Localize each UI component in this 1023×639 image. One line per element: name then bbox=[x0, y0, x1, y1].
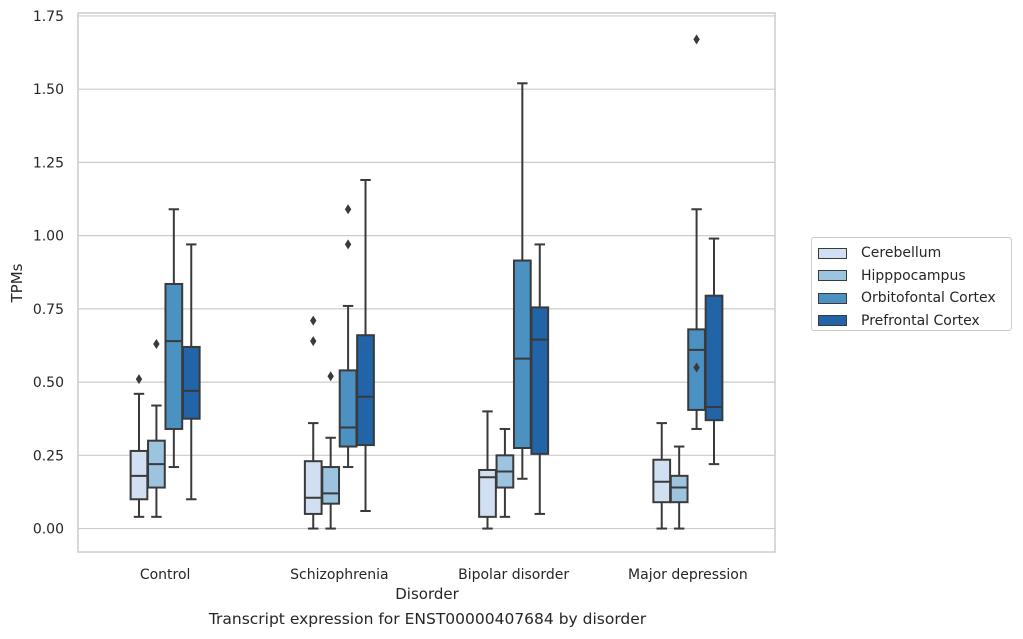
legend-label: Orbitofontal Cortex bbox=[861, 290, 996, 307]
legend-item: Prefrontal Cortex bbox=[818, 310, 1011, 333]
box-iqr bbox=[303, 460, 323, 515]
box-cerebellum-1 bbox=[303, 315, 323, 530]
legend-item: Orbitofontal Cortex bbox=[818, 287, 1011, 310]
legend-item: Hipppocampus bbox=[818, 265, 1011, 288]
box-orbitofontal-cortex-2 bbox=[512, 82, 532, 480]
outlier-marker bbox=[310, 315, 317, 326]
outlier-marker bbox=[344, 204, 352, 215]
box-iqr bbox=[356, 334, 375, 447]
legend-label: Prefrontal Cortex bbox=[861, 312, 980, 329]
legend-swatch bbox=[818, 247, 847, 259]
x-axis-title: Disorder bbox=[395, 585, 459, 603]
box-iqr bbox=[669, 474, 689, 504]
y-tick-label: 0.50 bbox=[33, 375, 64, 391]
box-iqr bbox=[164, 282, 184, 430]
x-tick-label: Bipolar disorder bbox=[458, 567, 569, 583]
box-cerebellum-3 bbox=[652, 422, 672, 530]
box-hipppocampus-1 bbox=[321, 371, 341, 530]
box-iqr bbox=[704, 294, 724, 422]
outlier-marker bbox=[153, 339, 160, 350]
y-tick-label: 1.00 bbox=[33, 229, 64, 245]
box-orbitofontal-cortex-0 bbox=[164, 208, 184, 469]
box-iqr bbox=[478, 468, 497, 518]
box-prefrontal-cortex-3 bbox=[704, 237, 724, 466]
plot-frame bbox=[77, 12, 776, 553]
box-iqr bbox=[530, 306, 550, 455]
legend: Cerebellum Hipppocampus Orbitofontal Corte… bbox=[811, 237, 1012, 331]
box-prefrontal-cortex-0 bbox=[181, 243, 201, 501]
box-cerebellum-0 bbox=[129, 374, 149, 518]
box-hipppocampus-0 bbox=[147, 339, 166, 518]
outlier-marker bbox=[327, 371, 334, 382]
outlier-marker bbox=[135, 374, 143, 385]
box-orbitofontal-cortex-3 bbox=[687, 34, 706, 430]
box-iqr bbox=[181, 345, 201, 420]
box-iqr bbox=[512, 259, 532, 450]
outlier-marker bbox=[310, 336, 317, 347]
legend-item: Cerebellum bbox=[818, 242, 1011, 265]
y-tick-label: 0.75 bbox=[33, 302, 64, 318]
box-iqr bbox=[338, 369, 358, 448]
outlier-marker bbox=[693, 34, 700, 45]
outlier-marker bbox=[344, 239, 352, 250]
legend-label: Cerebellum bbox=[861, 245, 942, 262]
box-iqr bbox=[321, 466, 341, 505]
chart-caption: Transcript expression for ENST0000040768… bbox=[208, 610, 647, 628]
box-hipppocampus-3 bbox=[669, 445, 689, 530]
box-hipppocampus-2 bbox=[495, 427, 515, 518]
plot-area-border bbox=[77, 12, 776, 553]
legend-label: Hipppocampus bbox=[861, 267, 966, 284]
y-tick-label: 1.25 bbox=[33, 155, 64, 171]
tick-layer: 0.00 0.25 0.50 0.75 1.00 1.25 1.50 1.75 Control S… bbox=[33, 9, 748, 583]
y-axis-title: TPMs bbox=[8, 263, 26, 303]
y-tick-label: 0.25 bbox=[33, 448, 64, 464]
y-tick-label: 0.00 bbox=[33, 522, 64, 538]
outlier-marker bbox=[693, 362, 700, 373]
legend-swatch bbox=[818, 292, 847, 304]
x-tick-label: Schizophrenia bbox=[290, 567, 388, 583]
x-tick-label: Major depression bbox=[628, 567, 748, 583]
y-tick-label: 1.75 bbox=[33, 9, 64, 25]
legend-swatch bbox=[818, 315, 847, 327]
x-tick-label: Control bbox=[140, 567, 191, 583]
box-prefrontal-cortex-2 bbox=[530, 243, 550, 515]
legend-swatch bbox=[818, 270, 847, 282]
y-tick-label: 1.50 bbox=[33, 82, 64, 98]
box-prefrontal-cortex-1 bbox=[356, 178, 375, 512]
grid-layer bbox=[78, 15, 775, 530]
box-layer bbox=[129, 34, 724, 530]
box-orbitofontal-cortex-1 bbox=[338, 204, 358, 469]
box-cerebellum-2 bbox=[478, 410, 497, 530]
